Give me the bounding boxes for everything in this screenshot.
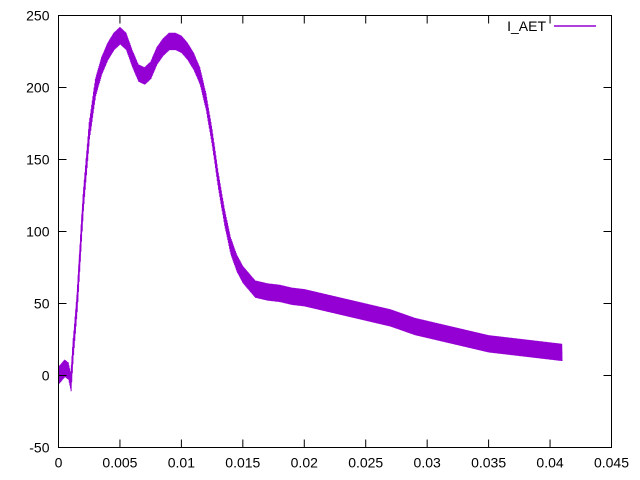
x-tick-label: 0.045 [594, 455, 629, 471]
x-tick-label: 0.005 [102, 455, 137, 471]
x-tick-label: 0.01 [168, 455, 195, 471]
x-tick-label: 0.02 [291, 455, 318, 471]
x-tick-label: 0.03 [414, 455, 441, 471]
ticks-layer: 0 0.005 0.01 0.015 0.02 0.025 0.03 0.035 0.04 0.0… [26, 8, 629, 471]
series-ripple [58, 26, 563, 392]
y-tick-label: 200 [26, 80, 50, 96]
x-tick-label: 0 [55, 455, 63, 471]
y-tick-label: 50 [34, 296, 50, 312]
y-tick-label: 0 [42, 368, 50, 384]
x-tick-label: 0.015 [225, 455, 260, 471]
series-line [57, 34, 563, 383]
legend-label: I_AET [507, 18, 546, 34]
y-tick-label: 250 [26, 8, 50, 24]
y-tick-label: 150 [26, 152, 50, 168]
x-tick-label: 0.04 [536, 455, 563, 471]
legend: I_AET [507, 18, 596, 34]
y-tick-label: 100 [26, 224, 50, 240]
x-tick-label: 0.035 [471, 455, 506, 471]
series-layer [57, 26, 563, 392]
x-tick-label: 0.025 [348, 455, 383, 471]
y-tick-label: -50 [29, 440, 49, 456]
